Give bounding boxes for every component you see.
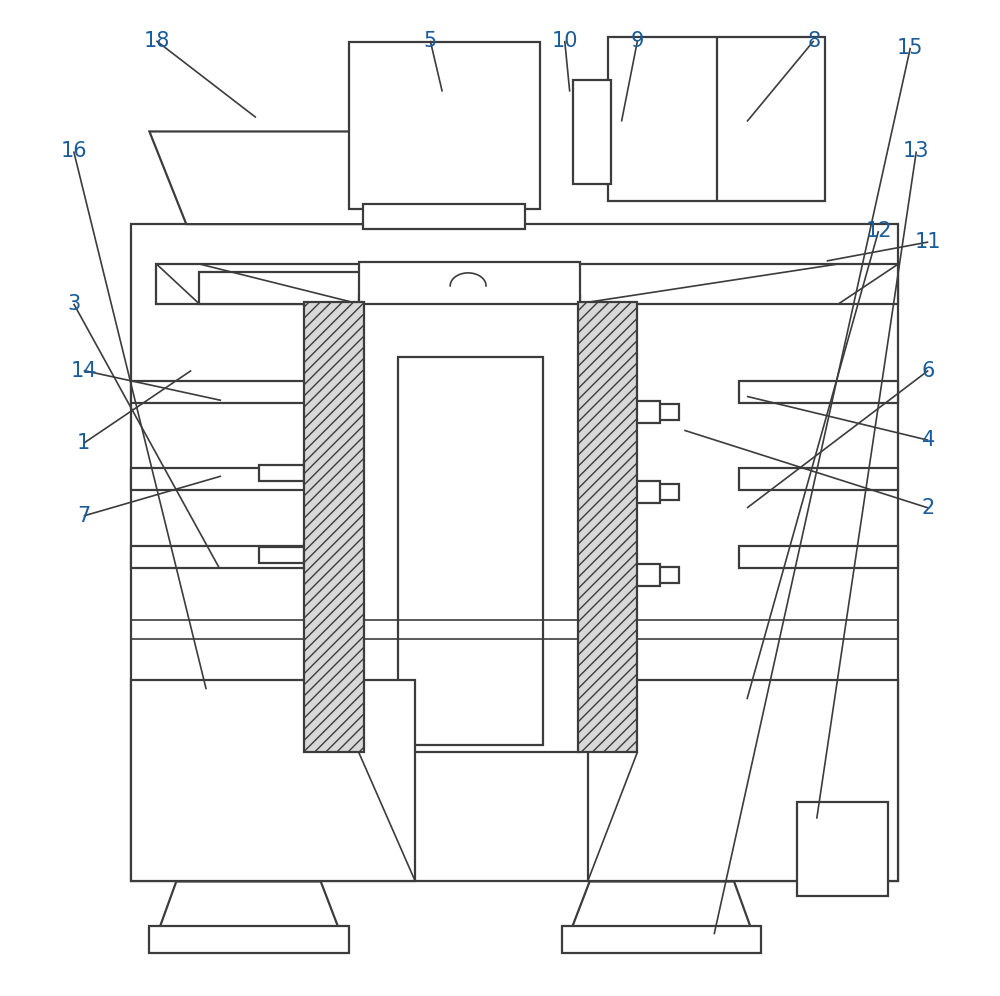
- Bar: [739, 546, 898, 568]
- Bar: [304, 462, 324, 484]
- Bar: [797, 802, 888, 896]
- Text: 9: 9: [631, 31, 644, 51]
- Bar: [131, 680, 415, 881]
- Text: 15: 15: [897, 38, 924, 58]
- Polygon shape: [572, 881, 751, 928]
- Bar: [637, 567, 679, 583]
- Text: 2: 2: [922, 498, 935, 518]
- Bar: [131, 468, 306, 490]
- Text: 13: 13: [903, 141, 930, 161]
- Bar: [573, 80, 611, 184]
- Text: 14: 14: [70, 361, 97, 380]
- Text: 3: 3: [67, 294, 80, 314]
- Bar: [359, 262, 580, 304]
- Bar: [636, 401, 660, 423]
- Bar: [588, 680, 898, 881]
- Bar: [304, 544, 324, 566]
- Bar: [131, 546, 306, 568]
- Bar: [608, 37, 825, 201]
- Text: 7: 7: [77, 506, 90, 526]
- Bar: [199, 272, 361, 304]
- Text: 5: 5: [424, 31, 437, 51]
- Bar: [636, 481, 660, 503]
- Bar: [739, 381, 898, 403]
- Text: 4: 4: [922, 430, 935, 450]
- Text: 10: 10: [551, 31, 578, 51]
- Text: 1: 1: [77, 433, 90, 453]
- Bar: [739, 468, 898, 490]
- Bar: [259, 465, 307, 481]
- Bar: [398, 357, 543, 745]
- Text: 8: 8: [807, 31, 820, 51]
- Bar: [363, 204, 525, 229]
- Bar: [149, 926, 349, 953]
- Text: 6: 6: [922, 361, 935, 380]
- Text: 18: 18: [143, 31, 170, 51]
- Bar: [304, 302, 364, 752]
- Bar: [359, 296, 580, 752]
- Bar: [131, 224, 898, 881]
- Bar: [637, 404, 679, 420]
- Text: 11: 11: [915, 232, 942, 252]
- Polygon shape: [149, 131, 475, 224]
- Bar: [636, 564, 660, 586]
- Bar: [578, 302, 637, 752]
- Bar: [562, 926, 761, 953]
- Text: 16: 16: [60, 141, 87, 161]
- Bar: [259, 547, 307, 563]
- Text: 12: 12: [865, 221, 892, 241]
- Bar: [131, 381, 306, 403]
- Bar: [349, 42, 540, 209]
- Bar: [156, 264, 898, 304]
- Bar: [637, 484, 679, 500]
- Polygon shape: [159, 881, 339, 928]
